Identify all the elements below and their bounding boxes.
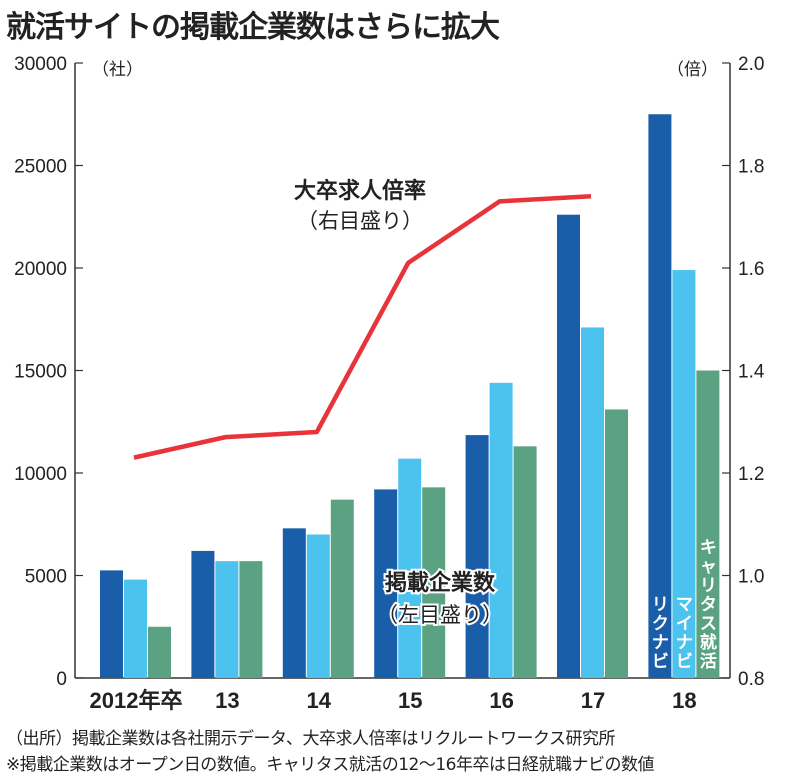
- left-tick-label: 0: [56, 669, 67, 690]
- bar-annotation-sub: （左目盛り）: [377, 603, 503, 627]
- series-label-char: ク: [652, 614, 669, 634]
- bar-1: [398, 458, 422, 678]
- series-label-char: ナ: [652, 633, 669, 653]
- right-tick-label: 0.8: [738, 669, 764, 690]
- source-note: （出所）掲載企業数は各社開示データ、大卒求人倍率はリクルートワークス研究所: [6, 729, 615, 749]
- series-label-char: リ: [700, 576, 717, 596]
- series-label-char: リ: [652, 595, 669, 615]
- bar-2: [148, 626, 171, 678]
- bar-1: [672, 270, 696, 678]
- right-tick-label: 1.8: [738, 157, 764, 178]
- bar-0: [648, 114, 672, 678]
- series-label-char: 就: [700, 632, 717, 653]
- bar-1: [489, 382, 513, 678]
- bar-0: [374, 489, 398, 678]
- bar-0: [557, 214, 580, 678]
- bar-2: [513, 446, 537, 678]
- series-label-char: ス: [700, 614, 717, 634]
- right-axis-unit: （倍）: [667, 60, 718, 80]
- x-tick-label: 15: [398, 688, 422, 713]
- left-tick-label: 25000: [14, 157, 67, 178]
- series-label-char: イ: [676, 614, 693, 634]
- left-tick-label: 15000: [14, 362, 67, 383]
- series-label-char: ナ: [676, 633, 693, 653]
- bar-2: [422, 487, 446, 678]
- bar-1: [581, 327, 604, 678]
- right-tick-label: 1.2: [738, 464, 764, 485]
- bar-2: [330, 499, 354, 678]
- left-tick-label: 20000: [14, 259, 67, 280]
- bar-2: [605, 409, 628, 678]
- right-tick-label: 2.0: [738, 54, 764, 75]
- left-tick-label: 30000: [14, 54, 67, 75]
- bar-0: [100, 570, 123, 678]
- series-label-char: ビ: [676, 652, 693, 672]
- bar-2: [239, 561, 263, 678]
- bar-0: [465, 435, 489, 678]
- line-annotation-sub: （右目盛り）: [297, 209, 423, 233]
- x-tick-label: 16: [489, 688, 513, 713]
- series-label-char: ャ: [700, 557, 717, 577]
- bar-1: [306, 534, 330, 678]
- bar-2: [696, 370, 720, 678]
- bar-0: [282, 528, 306, 678]
- left-axis-unit: （社）: [92, 60, 143, 80]
- bar-1: [215, 561, 239, 678]
- bar-annotation: 掲載企業数: [385, 570, 496, 596]
- series-label-char: ビ: [652, 652, 669, 672]
- left-tick-label: 10000: [14, 464, 67, 485]
- x-tick-label: 14: [307, 688, 332, 713]
- series-label-char: タ: [700, 595, 717, 615]
- line-annotation: 大卒求人倍率: [294, 178, 426, 204]
- series-label-char: マ: [676, 595, 693, 615]
- ratio-line: [133, 194, 592, 460]
- chart-title: 就活サイトの掲載企業数はさらに拡大: [6, 10, 500, 45]
- left-tick-label: 5000: [25, 567, 67, 588]
- x-tick-label: 18: [672, 688, 696, 713]
- x-tick-label: 2012年卒: [90, 688, 183, 713]
- bar-0: [191, 550, 215, 678]
- x-tick-label: 17: [581, 688, 605, 713]
- x-tick-label: 13: [215, 688, 239, 713]
- right-tick-label: 1.4: [738, 362, 765, 383]
- right-tick-label: 1.6: [738, 259, 764, 280]
- series-label-char: 活: [700, 651, 717, 672]
- right-tick-label: 1.0: [738, 567, 764, 588]
- footnote: ※掲載企業数はオープン日の数値。キャリタス就活の12～16年卒は日経就職ナビの数…: [6, 755, 655, 775]
- bar-1: [124, 579, 147, 678]
- series-label-char: キ: [700, 538, 717, 558]
